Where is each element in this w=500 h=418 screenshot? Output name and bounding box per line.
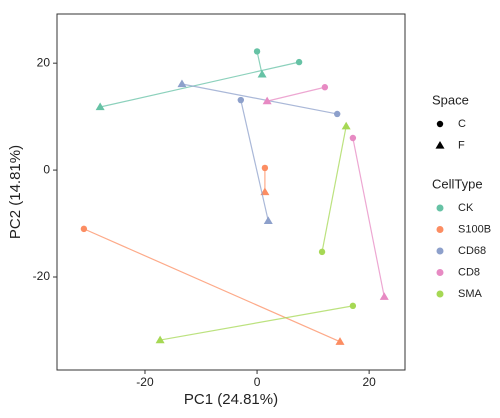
legend-title: Space xyxy=(432,92,469,107)
pair-line xyxy=(100,61,300,108)
legend-key xyxy=(436,290,444,298)
legend-label: SMA xyxy=(458,288,483,300)
legend-label: F xyxy=(458,139,465,151)
x-tick-label: 0 xyxy=(254,375,261,389)
plot-panel xyxy=(56,13,406,371)
point xyxy=(257,69,267,78)
y-tick-label: 20 xyxy=(37,55,51,69)
point xyxy=(260,187,270,196)
point xyxy=(379,292,389,300)
point xyxy=(321,84,329,91)
pair-line xyxy=(321,126,347,252)
x-axis-label: PC1 (24.81%) xyxy=(184,391,278,408)
point xyxy=(335,337,345,345)
pair-line xyxy=(181,83,338,115)
legend-key xyxy=(436,226,444,233)
legend-label: CK xyxy=(458,202,474,214)
point xyxy=(295,58,303,66)
legend-key xyxy=(436,120,444,128)
pair-line xyxy=(267,86,326,102)
x-tick-label: -20 xyxy=(136,375,154,389)
point xyxy=(237,96,245,104)
point xyxy=(80,225,88,233)
point xyxy=(263,216,273,225)
y-tick-label: 0 xyxy=(43,162,50,176)
x-tick-label: 20 xyxy=(362,375,376,389)
point xyxy=(95,102,105,111)
legend-key xyxy=(435,141,445,149)
point xyxy=(349,134,357,142)
point xyxy=(318,248,326,256)
y-tick-label: -20 xyxy=(33,269,51,283)
legend-label: S100B xyxy=(458,223,491,235)
legend-label: CD68 xyxy=(458,245,486,257)
point xyxy=(253,48,261,55)
y-axis-label: PC2 (14.81%) xyxy=(7,145,24,239)
point xyxy=(341,121,351,130)
legend-key xyxy=(436,204,444,212)
point xyxy=(349,302,357,310)
point xyxy=(262,96,272,105)
pair-line xyxy=(83,228,341,343)
legend-title: CellType xyxy=(432,176,483,191)
legend-key xyxy=(436,269,444,276)
legend-key xyxy=(436,247,444,255)
pair-line xyxy=(352,137,385,297)
pair-line xyxy=(240,99,269,221)
point xyxy=(155,335,165,344)
pair-line xyxy=(160,305,353,341)
point xyxy=(177,79,187,88)
legend-label: C xyxy=(458,118,466,130)
legend-label: CD8 xyxy=(458,266,480,278)
point xyxy=(333,110,341,118)
point xyxy=(261,164,269,172)
